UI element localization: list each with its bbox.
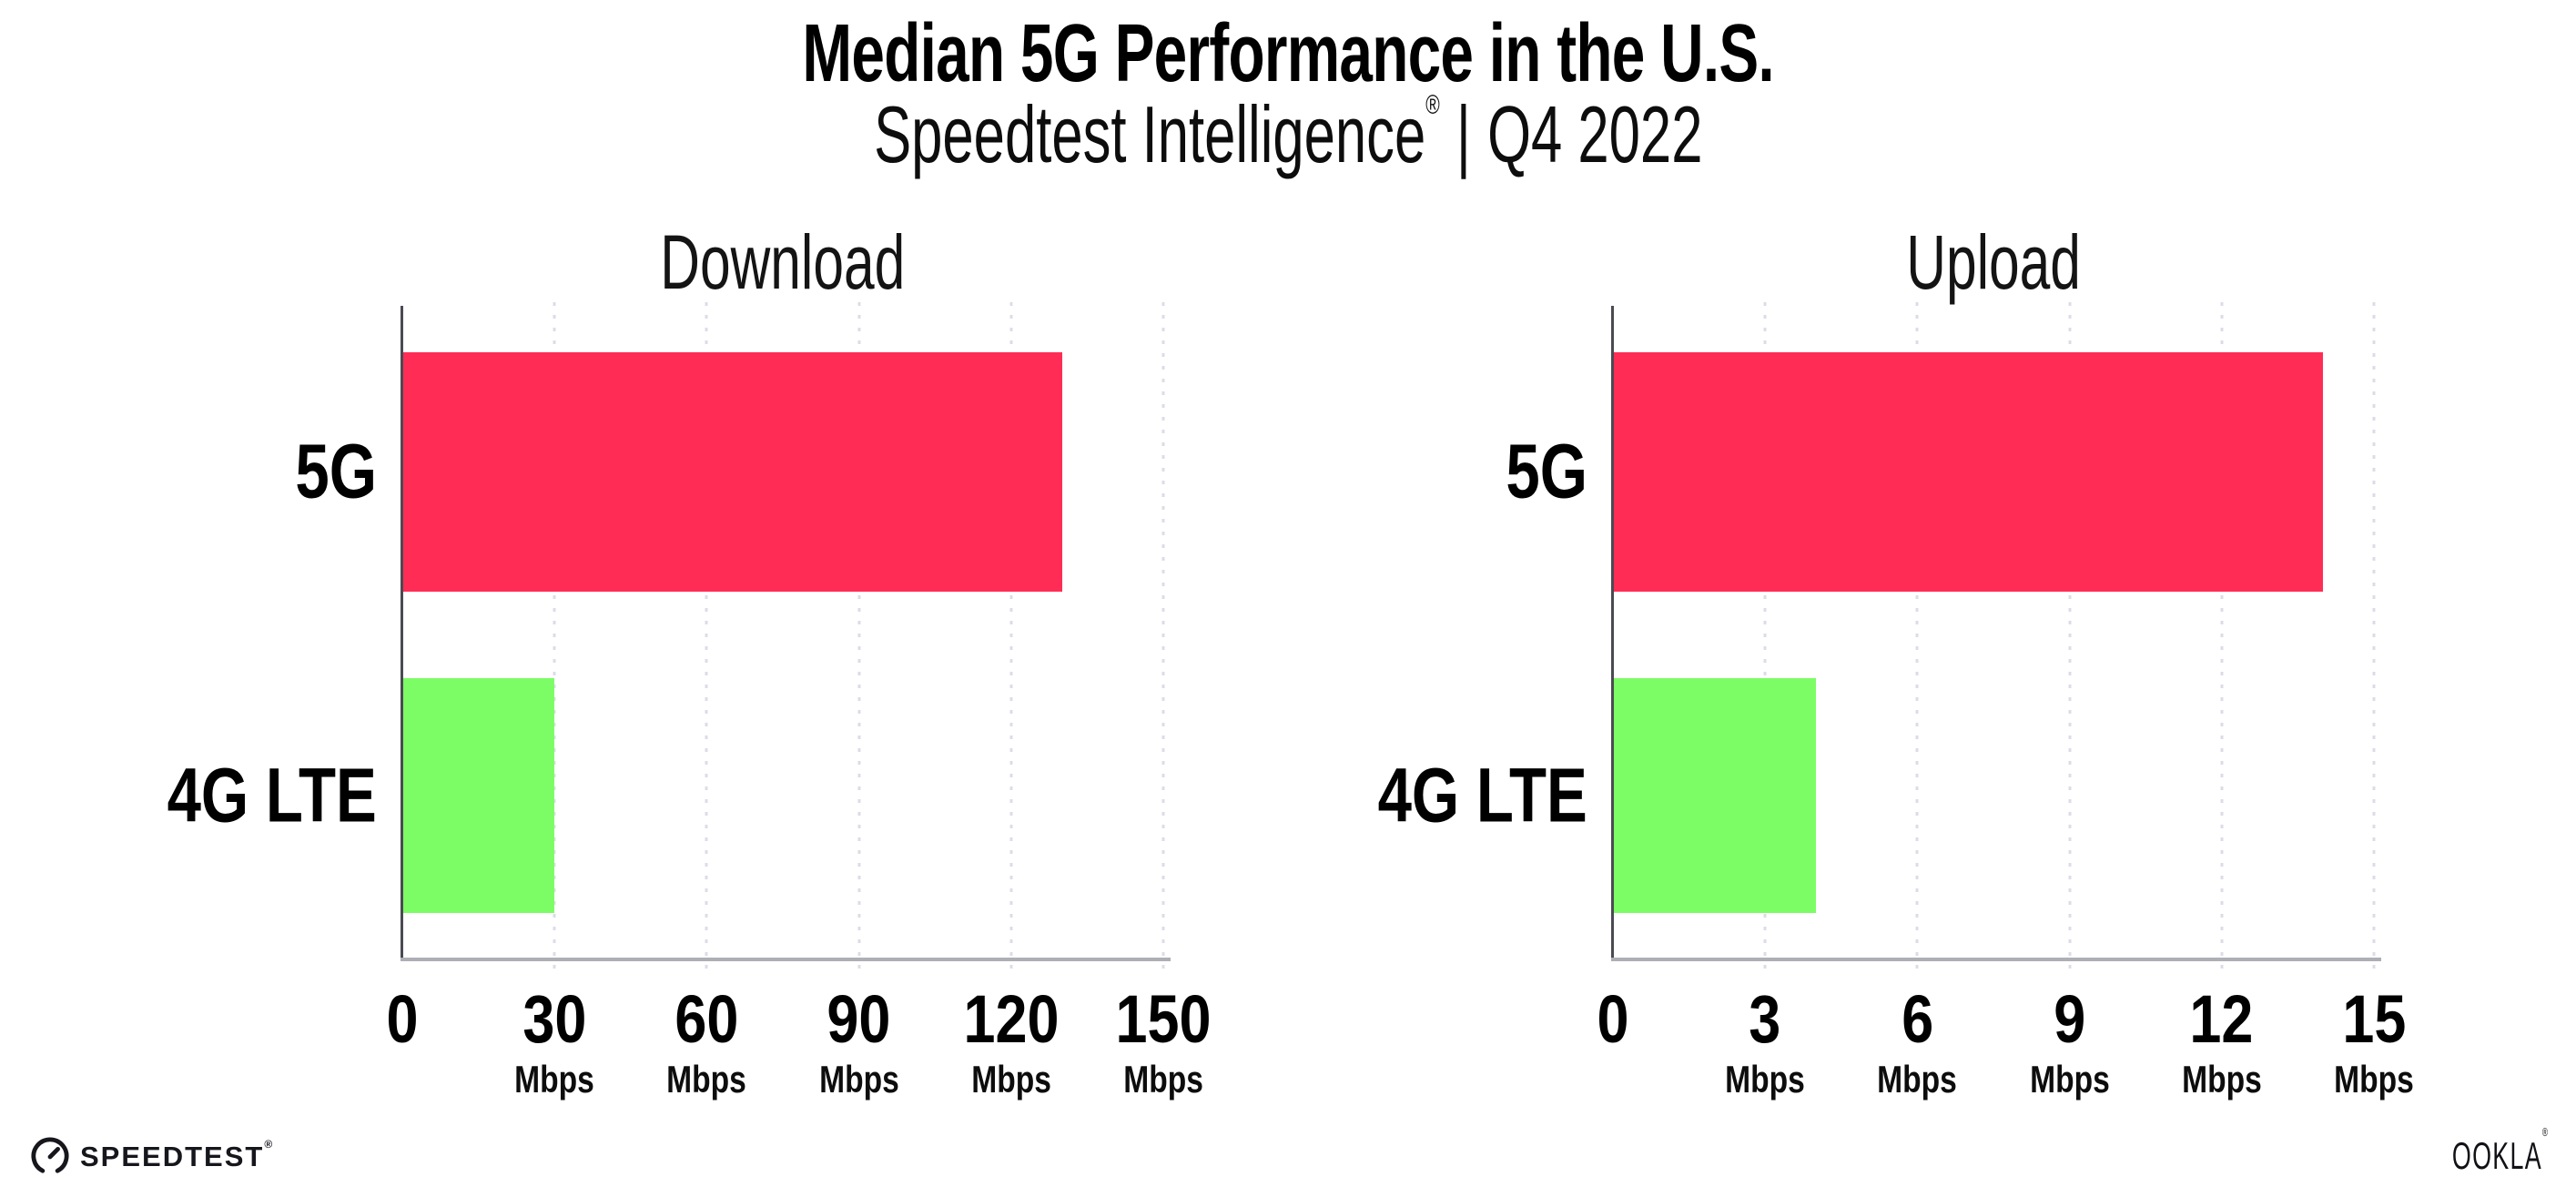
- x-tick-value: 15: [2342, 981, 2406, 1057]
- gridline: [857, 302, 861, 975]
- bars: [402, 306, 1163, 959]
- x-tick-unit: Mbps: [818, 1058, 899, 1101]
- download-chart-title: Download: [660, 218, 906, 305]
- gridline: [1161, 302, 1165, 975]
- bar-5g: [1613, 352, 2324, 592]
- bar-4g-lte: [1613, 678, 1816, 913]
- x-tick-unit: Mbps: [2181, 1058, 2262, 1101]
- category-labels: 5G 4G LTE: [167, 306, 1163, 959]
- speedtest-wordmark: SPEEDTEST®: [80, 1137, 275, 1172]
- category-label-4g-lte: 4G LTE: [1377, 752, 1587, 838]
- speedtest-gauge-icon: [31, 1137, 69, 1173]
- x-axis-tick: 9 Mbps: [2020, 986, 2120, 1099]
- subtitle-brand: Speedtest Intelligence: [873, 89, 1425, 179]
- x-tick-value: 30: [522, 981, 587, 1057]
- x-tick-unit: Mbps: [1725, 1058, 1806, 1101]
- x-axis-tick: 60 Mbps: [657, 986, 757, 1099]
- y-axis-spine: [1611, 306, 1614, 960]
- x-axis-tick: 30 Mbps: [504, 986, 604, 1099]
- gridline: [705, 302, 708, 975]
- page-title-text: Median 5G Performance in the U.S.: [802, 7, 1774, 99]
- subtitle-separator: |: [1455, 89, 1471, 179]
- x-tick-unit: Mbps: [1123, 1058, 1203, 1101]
- gridlines: [1613, 302, 2376, 975]
- category-label-5g: 5G: [1506, 428, 1587, 514]
- x-tick-value: 120: [963, 981, 1060, 1057]
- x-tick-unit: Mbps: [1877, 1058, 1958, 1101]
- x-tick-unit: Mbps: [2029, 1058, 2110, 1101]
- bar-4g-lte: [402, 678, 555, 913]
- x-tick-unit: Mbps: [666, 1058, 747, 1101]
- page-title: Median 5G Performance in the U.S.: [0, 0, 2576, 107]
- gridline: [553, 302, 556, 975]
- x-tick-value: 150: [1115, 981, 1212, 1057]
- x-axis-tick: 3 Mbps: [1715, 986, 1815, 1099]
- speedtest-registered-mark: ®: [264, 1137, 275, 1151]
- subtitle-period: Q4 2022: [1486, 89, 1703, 179]
- x-tick-value: 9: [2054, 981, 2086, 1057]
- x-tick-unit: Mbps: [514, 1058, 595, 1101]
- upload-chart-title: Upload: [1906, 218, 2081, 305]
- x-axis-tick: 150 Mbps: [1107, 986, 1219, 1099]
- gridline: [2372, 302, 2376, 975]
- x-tick-value: 0: [1597, 981, 1629, 1057]
- bars: [1613, 306, 2374, 959]
- x-tick-value: 6: [1901, 981, 1933, 1057]
- x-tick-value: 60: [674, 981, 739, 1057]
- x-tick-value: 0: [386, 981, 419, 1057]
- registered-mark: ®: [1425, 90, 1440, 120]
- x-tick-value: 90: [827, 981, 891, 1057]
- x-axis-tick: 120 Mbps: [955, 986, 1067, 1099]
- x-axis-tick: 0: [383, 986, 421, 1053]
- gridline: [2068, 302, 2072, 975]
- upload-chart-panel: Upload 5G 4G LTE 0 3 Mbps 6 Mbps 9 Mbps 12 Mbps 15…: [1378, 218, 2414, 1099]
- category-label-5g: 5G: [295, 428, 377, 514]
- bar-5g: [402, 352, 1062, 592]
- x-axis-tick: 90 Mbps: [809, 986, 909, 1099]
- gridline: [1915, 302, 1919, 975]
- ookla-registered-mark: ®: [2541, 1125, 2549, 1139]
- speedtest-logo: SPEEDTEST®: [31, 1132, 274, 1180]
- page-subtitle: Speedtest Intelligence® | Q4 2022: [0, 84, 2576, 186]
- x-tick-value: 3: [1749, 981, 1781, 1057]
- ookla-wordmark: OOKLA®: [2451, 1125, 2549, 1177]
- x-axis-tick: 15 Mbps: [2324, 986, 2424, 1099]
- x-tick-unit: Mbps: [2334, 1058, 2414, 1101]
- ookla-logo: OOKLA®: [2398, 1125, 2549, 1177]
- gridlines: [402, 302, 1165, 975]
- x-axis-line: [1611, 958, 2381, 961]
- x-axis-line: [401, 958, 1171, 961]
- x-tick-value: 12: [2189, 981, 2254, 1057]
- x-axis-tick: 6 Mbps: [1868, 986, 1968, 1099]
- gridline: [1009, 302, 1013, 975]
- download-chart-panel: Download 5G 4G LTE 0 30 Mbps 60 Mbps 90 Mbps 120…: [167, 218, 1212, 1099]
- y-axis-spine: [401, 306, 403, 960]
- plot-area: 5G 4G LTE 0 3 Mbps 6 Mbps 9 Mbps 12 Mbps 15 Mbps: [1378, 302, 2414, 1099]
- category-labels: 5G 4G LTE: [1378, 306, 2374, 959]
- gridline: [2220, 302, 2224, 975]
- x-axis-tick: 0: [1594, 986, 1631, 1053]
- plot-area: 5G 4G LTE 0 30 Mbps 60 Mbps 90 Mbps 120 Mbps 150 Mb…: [167, 302, 1211, 1099]
- category-label-4g-lte: 4G LTE: [167, 752, 377, 838]
- gridline: [1763, 302, 1767, 975]
- x-tick-unit: Mbps: [970, 1058, 1051, 1101]
- x-axis-tick: 12 Mbps: [2172, 986, 2272, 1099]
